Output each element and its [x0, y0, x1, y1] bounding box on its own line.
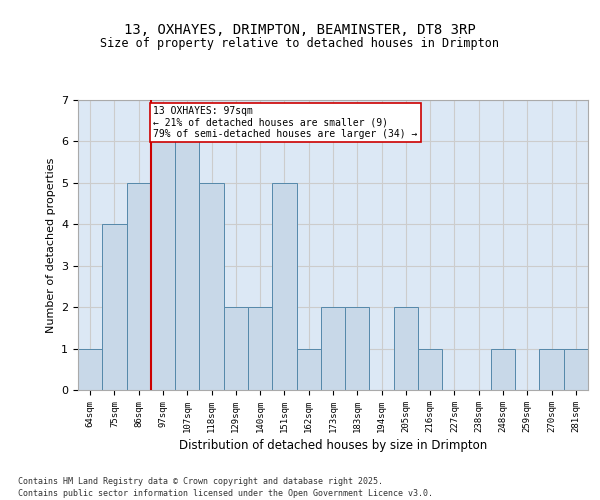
Bar [127, 183, 151, 390]
Bar [102, 224, 127, 390]
Bar [564, 348, 588, 390]
Bar [394, 307, 418, 390]
Text: Contains HM Land Registry data © Crown copyright and database right 2025.: Contains HM Land Registry data © Crown c… [18, 478, 383, 486]
Bar [321, 307, 345, 390]
Bar [78, 348, 102, 390]
Bar [345, 307, 370, 390]
Bar [199, 183, 224, 390]
Bar [151, 142, 175, 390]
X-axis label: Distribution of detached houses by size in Drimpton: Distribution of detached houses by size … [179, 439, 487, 452]
Bar [224, 307, 248, 390]
Bar [272, 183, 296, 390]
Bar [296, 348, 321, 390]
Bar [248, 307, 272, 390]
Text: 13, OXHAYES, DRIMPTON, BEAMINSTER, DT8 3RP: 13, OXHAYES, DRIMPTON, BEAMINSTER, DT8 3… [124, 22, 476, 36]
Text: 13 OXHAYES: 97sqm
← 21% of detached houses are smaller (9)
79% of semi-detached : 13 OXHAYES: 97sqm ← 21% of detached hous… [153, 106, 418, 140]
Text: Contains public sector information licensed under the Open Government Licence v3: Contains public sector information licen… [18, 489, 433, 498]
Bar [491, 348, 515, 390]
Bar [175, 142, 199, 390]
Text: Size of property relative to detached houses in Drimpton: Size of property relative to detached ho… [101, 38, 499, 51]
Bar [539, 348, 564, 390]
Bar [418, 348, 442, 390]
Y-axis label: Number of detached properties: Number of detached properties [46, 158, 56, 332]
